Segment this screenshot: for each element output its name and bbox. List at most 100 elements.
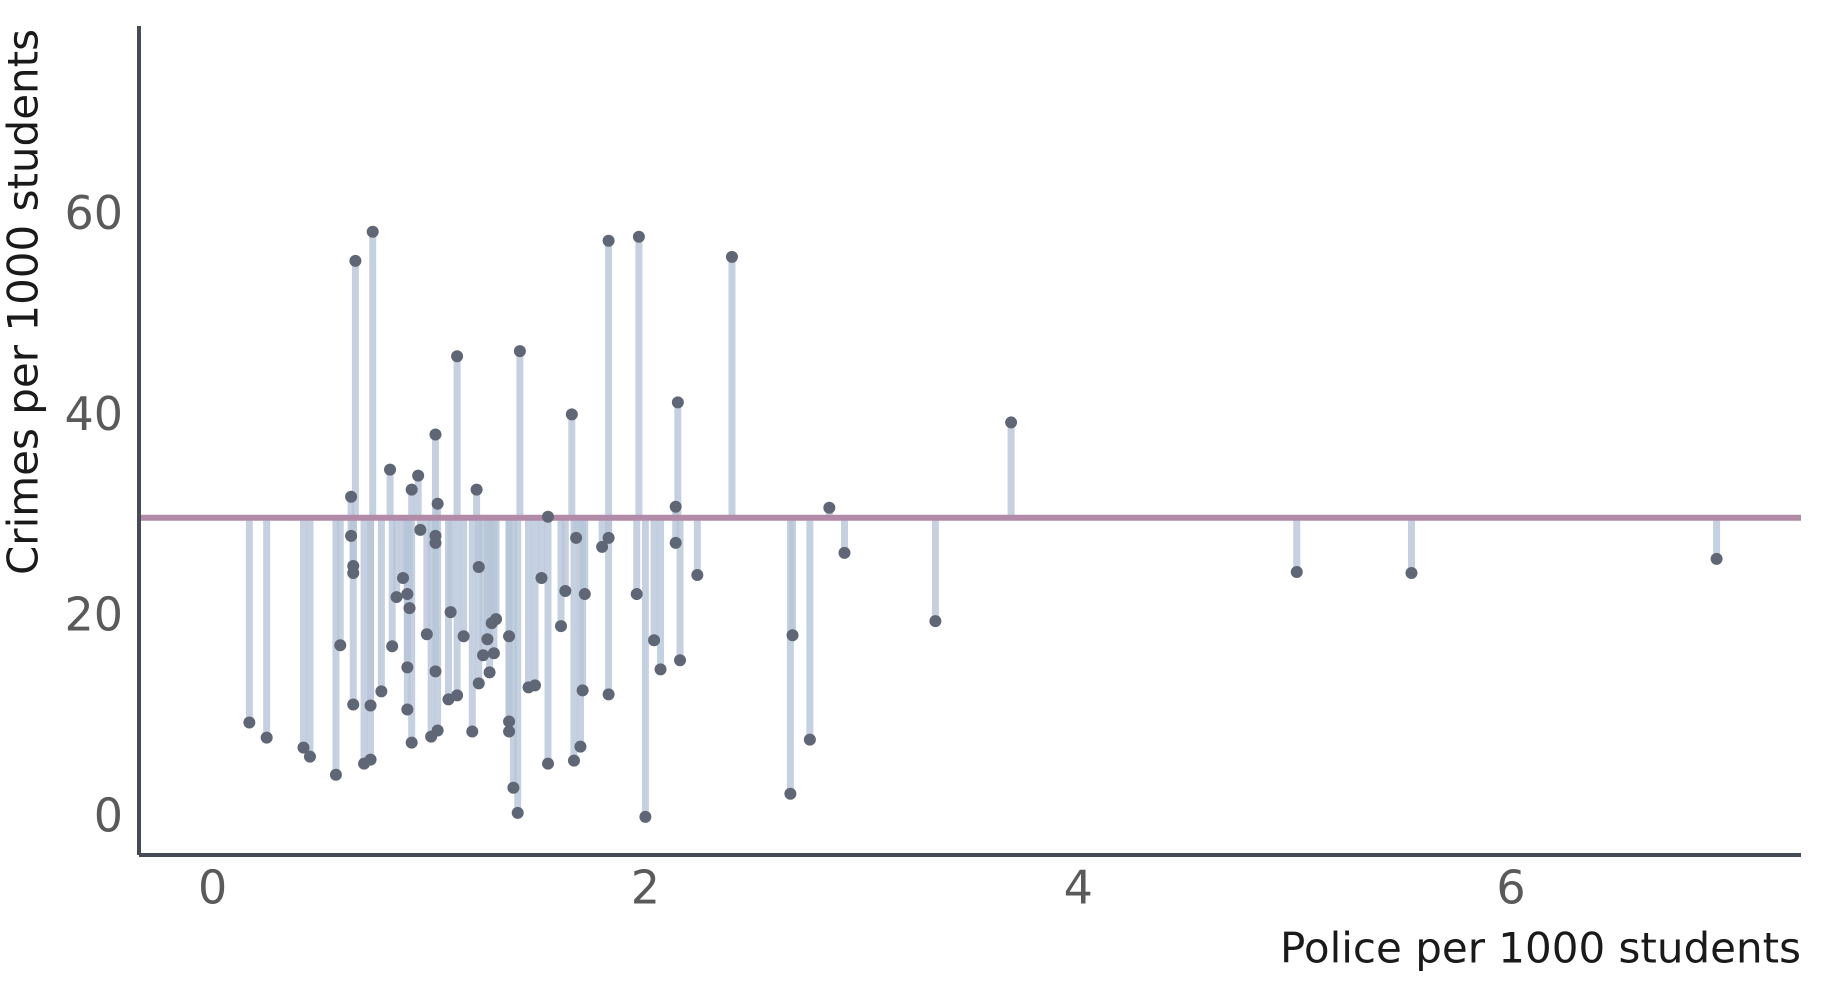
- point: [431, 497, 444, 510]
- point: [414, 523, 427, 536]
- y-tick-label: 0: [94, 788, 123, 842]
- point: [511, 806, 524, 819]
- x-axis-title: Police per 1000 students: [1280, 924, 1801, 973]
- point: [457, 630, 470, 643]
- point: [472, 677, 485, 690]
- point: [503, 630, 516, 643]
- point: [503, 715, 516, 728]
- point: [671, 396, 684, 409]
- point: [429, 428, 442, 441]
- point: [364, 753, 377, 766]
- point: [429, 536, 442, 549]
- point: [397, 571, 410, 584]
- point: [401, 588, 414, 601]
- point: [639, 810, 652, 823]
- point: [243, 716, 256, 729]
- point: [725, 250, 738, 263]
- point: [784, 787, 797, 800]
- point: [451, 350, 464, 363]
- point: [513, 345, 526, 358]
- point: [669, 536, 682, 549]
- point: [412, 469, 425, 482]
- point: [654, 663, 667, 676]
- point: [429, 665, 442, 678]
- point: [929, 615, 942, 628]
- point: [838, 546, 851, 559]
- point: [401, 703, 414, 716]
- point: [403, 602, 416, 615]
- point: [349, 254, 362, 267]
- point: [823, 501, 836, 514]
- point: [386, 640, 399, 653]
- point: [1005, 416, 1018, 429]
- point: [576, 684, 589, 697]
- point: [529, 679, 542, 692]
- point: [648, 634, 661, 647]
- point: [602, 234, 615, 247]
- point: [559, 585, 572, 598]
- point: [578, 588, 591, 601]
- y-tick-label: 60: [64, 186, 123, 240]
- point: [542, 757, 555, 770]
- point: [632, 230, 645, 243]
- point: [507, 781, 520, 794]
- point: [345, 529, 358, 542]
- point: [347, 698, 360, 711]
- point: [390, 591, 403, 604]
- point: [345, 490, 358, 503]
- point: [366, 225, 379, 238]
- point: [674, 654, 687, 667]
- point: [786, 629, 799, 642]
- point: [444, 606, 457, 619]
- point: [405, 736, 418, 749]
- x-tick-label: 0: [198, 861, 227, 915]
- point: [451, 689, 464, 702]
- point: [803, 733, 816, 746]
- point: [472, 560, 485, 573]
- point: [542, 510, 555, 523]
- point: [477, 649, 490, 662]
- point: [405, 483, 418, 496]
- x-tick-label: 6: [1496, 861, 1525, 915]
- point: [329, 768, 342, 781]
- point: [574, 740, 587, 753]
- point: [554, 620, 567, 633]
- point: [490, 613, 503, 626]
- point: [420, 628, 433, 641]
- point: [602, 531, 615, 544]
- point: [570, 531, 583, 544]
- point: [297, 741, 310, 754]
- point: [470, 483, 483, 496]
- x-tick-label: 4: [1064, 861, 1093, 915]
- point: [503, 725, 516, 738]
- point: [260, 731, 273, 744]
- point: [567, 754, 580, 767]
- point: [347, 566, 360, 579]
- point: [466, 725, 479, 738]
- point: [630, 588, 643, 601]
- point: [384, 463, 397, 476]
- point: [691, 568, 704, 581]
- point: [303, 750, 316, 763]
- y-tick-label: 40: [64, 387, 123, 441]
- point: [487, 647, 500, 660]
- point: [375, 685, 388, 698]
- y-tick-label: 20: [64, 588, 123, 642]
- point: [481, 633, 494, 646]
- point: [565, 408, 578, 421]
- point: [401, 661, 414, 674]
- point: [431, 724, 444, 737]
- point: [669, 500, 682, 513]
- point: [1405, 566, 1418, 579]
- point: [1290, 565, 1303, 578]
- point: [483, 666, 496, 679]
- point: [364, 699, 377, 712]
- point: [334, 639, 347, 652]
- point: [1710, 552, 1723, 565]
- point: [535, 571, 548, 584]
- point: [596, 540, 609, 553]
- x-tick-label: 2: [631, 861, 660, 915]
- y-axis-title: Crimes per 1000 students: [0, 29, 48, 575]
